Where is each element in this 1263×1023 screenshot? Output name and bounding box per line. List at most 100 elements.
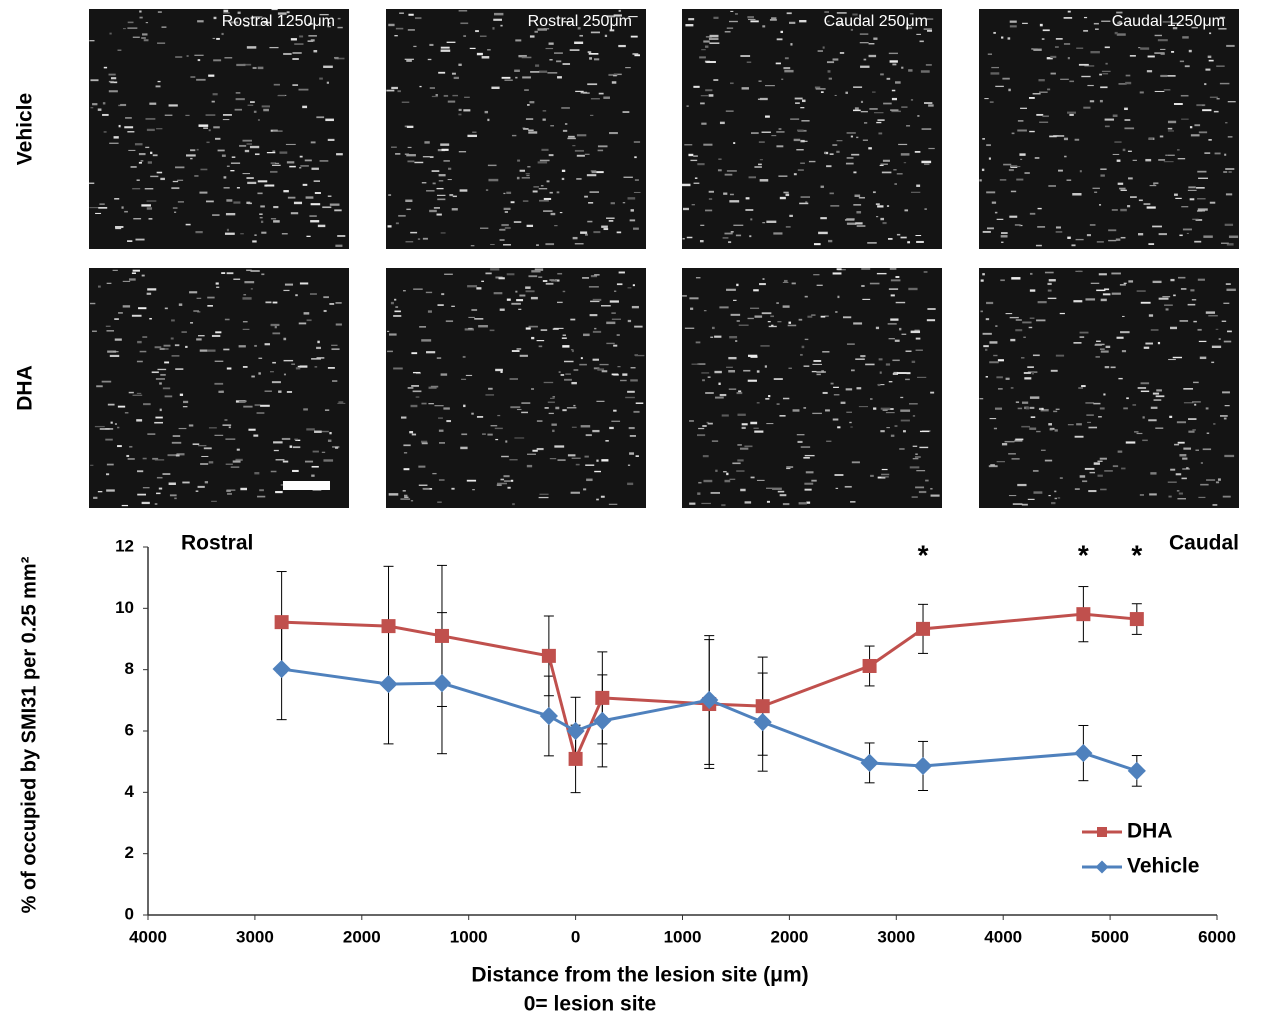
speckle	[812, 363, 823, 366]
speckle	[273, 441, 283, 444]
speckle	[689, 297, 699, 300]
speckle	[845, 91, 848, 94]
speckle	[700, 95, 709, 97]
speckle	[1000, 279, 1005, 282]
speckle	[759, 97, 768, 101]
speckle	[854, 107, 859, 110]
speckle	[137, 470, 144, 473]
speckle	[1032, 469, 1039, 472]
speckle	[142, 487, 150, 489]
speckle	[915, 235, 922, 237]
speckle	[177, 179, 184, 181]
speckle	[830, 382, 834, 385]
speckle	[441, 148, 449, 151]
speckle	[916, 470, 926, 472]
speckle	[463, 404, 466, 408]
speckle	[102, 102, 106, 105]
speckle	[431, 95, 438, 98]
speckle	[747, 379, 757, 382]
speckle	[579, 363, 587, 366]
speckle	[403, 468, 410, 471]
speckle	[722, 237, 729, 239]
speckle	[908, 403, 918, 405]
speckle	[708, 198, 713, 200]
speckle	[1041, 407, 1044, 411]
speckle	[1089, 100, 1095, 103]
speckle	[707, 422, 713, 425]
speckle	[697, 492, 701, 495]
speckle	[618, 44, 626, 48]
speckle	[500, 228, 506, 231]
speckle	[211, 100, 215, 103]
speckle	[986, 227, 994, 230]
speckle	[519, 354, 528, 357]
speckle	[189, 291, 198, 294]
speckle	[275, 459, 285, 461]
speckle	[899, 448, 905, 450]
speckle	[445, 320, 454, 323]
speckle	[1098, 204, 1102, 206]
speckle	[421, 182, 427, 184]
speckle	[299, 282, 309, 285]
speckle	[1142, 416, 1145, 419]
speckle	[471, 412, 474, 415]
speckle	[143, 403, 151, 406]
speckle	[437, 149, 446, 152]
speckle	[516, 176, 520, 180]
speckle	[1031, 372, 1035, 375]
speckle	[881, 473, 890, 476]
speckle	[1093, 22, 1099, 25]
speckle	[190, 322, 194, 324]
speckle	[1021, 425, 1030, 428]
speckle	[846, 343, 855, 345]
speckle	[683, 207, 689, 211]
speckle	[1221, 320, 1227, 322]
speckle	[1100, 350, 1109, 353]
speckle	[1219, 82, 1230, 85]
speckle	[828, 77, 832, 80]
speckle	[890, 109, 899, 111]
speckle	[311, 358, 322, 360]
speckle	[195, 490, 199, 492]
speckle	[108, 80, 114, 83]
speckle	[283, 289, 290, 292]
speckle	[475, 30, 479, 33]
speckle	[829, 153, 834, 155]
speckle	[629, 452, 635, 455]
speckle	[226, 228, 229, 232]
speckle	[492, 27, 495, 30]
speckle	[1192, 218, 1199, 220]
speckle	[542, 280, 548, 282]
micrograph	[979, 268, 1239, 508]
speckle	[553, 327, 564, 329]
speckle	[215, 282, 219, 285]
speckle	[1049, 428, 1053, 431]
speckle	[1076, 47, 1084, 49]
speckle	[1011, 458, 1020, 460]
speckle	[128, 149, 136, 151]
speckle	[744, 501, 752, 504]
speckle	[1167, 120, 1177, 124]
speckle	[784, 69, 794, 73]
speckle	[129, 445, 133, 448]
speckle	[817, 50, 823, 52]
speckle	[1150, 472, 1157, 475]
speckle	[1162, 296, 1171, 298]
speckle	[1196, 187, 1205, 189]
speckle	[583, 488, 587, 491]
speckle	[277, 95, 286, 97]
speckle	[413, 288, 423, 290]
speckle	[286, 391, 293, 393]
speckle	[1123, 282, 1127, 285]
speckle	[435, 94, 438, 97]
speckle	[168, 104, 178, 107]
speckle	[868, 43, 875, 45]
speckle	[196, 297, 202, 299]
speckle	[894, 339, 900, 342]
speckle	[1158, 159, 1166, 161]
speckle	[1093, 402, 1101, 405]
speckle	[1120, 208, 1127, 212]
speckle	[1118, 377, 1123, 380]
speckle	[308, 22, 313, 25]
speckle	[1177, 158, 1186, 160]
